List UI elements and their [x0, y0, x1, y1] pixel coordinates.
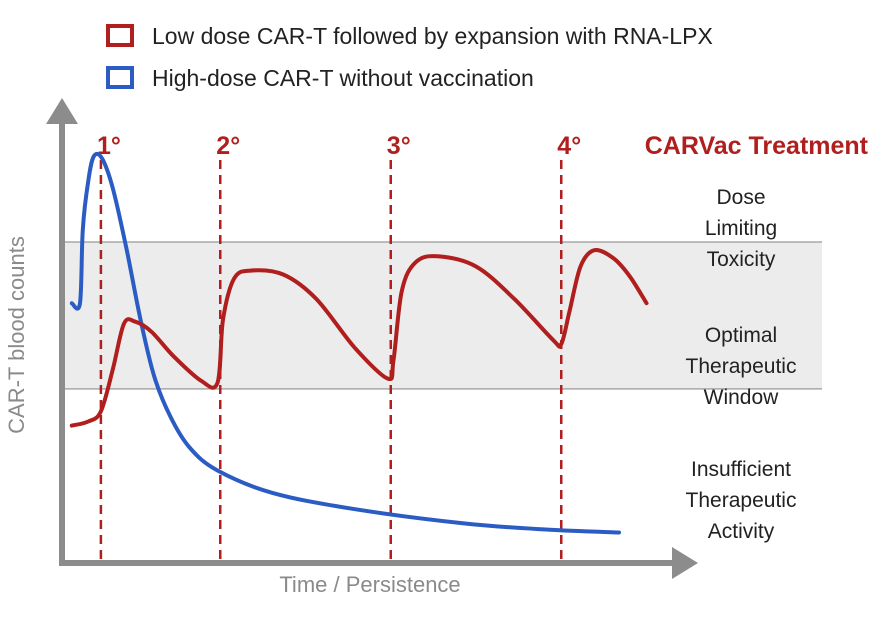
x-axis-label: Time / Persistence [279, 572, 460, 597]
dose-label-4: 4° [557, 132, 581, 160]
zone-labels: Dose Limiting Toxicity Optimal Therapeutic Wi… [686, 186, 797, 543]
legend-label-low-dose: Low dose CAR-T followed by expansion wit… [152, 23, 713, 49]
dose-label-3: 3° [387, 132, 411, 160]
y-axis-label: CAR-T blood counts [4, 236, 29, 434]
dose-label-2: 2° [216, 132, 240, 160]
series-group [69, 151, 649, 535]
zone-label-3-line-2: Therapeutic [686, 489, 797, 512]
legend-swatch-red [106, 24, 134, 47]
zone-label-1-line-1: Dose [716, 186, 765, 209]
x-axis-arrow [672, 547, 698, 579]
zone-label-1-line-2: Limiting [705, 217, 777, 240]
dose-lines: 1° 2° 3° 4° [97, 132, 581, 566]
chart-title: CARVac Treatment [645, 132, 869, 160]
zone-label-2-line-1: Optimal [705, 324, 777, 347]
zone-label-2-line-2: Therapeutic [686, 355, 797, 378]
legend-swatch-blue [106, 66, 134, 89]
zone-label-3-line-1: Insufficient [691, 458, 791, 481]
dose-label-1: 1° [97, 132, 121, 160]
legend-label-high-dose: High-dose CAR-T without vaccination [152, 65, 534, 91]
series-line-high-dose [69, 151, 621, 535]
optimal-window-band [65, 242, 822, 389]
y-axis-arrow [46, 98, 78, 124]
series-line-low-dose [69, 247, 649, 428]
zone-label-1-line-3: Toxicity [707, 248, 776, 271]
zone-label-2-line-3: Window [704, 386, 780, 409]
legend: Low dose CAR-T followed by expansion wit… [106, 23, 713, 91]
zone-label-3-line-3: Activity [708, 520, 775, 543]
